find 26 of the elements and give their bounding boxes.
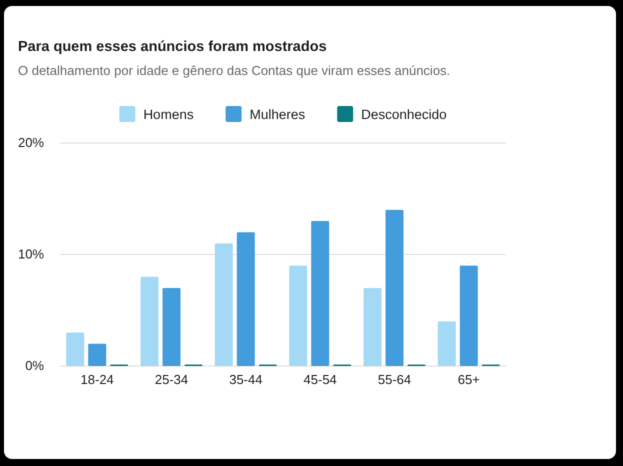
bar: [386, 210, 404, 366]
y-tick-label: 0%: [25, 358, 44, 374]
bar: [460, 266, 478, 366]
y-tick-label: 10%: [18, 246, 44, 262]
chart-title: Para quem esses anúncios foram mostrados: [18, 39, 327, 55]
bar: [236, 232, 255, 366]
chart-subtitle: O detalhamento por idade e gênero das Contas que viram esses anúncios.: [18, 63, 450, 78]
legend-label: Desconhecido: [361, 107, 447, 122]
bar: [214, 243, 233, 366]
bar: [140, 276, 158, 366]
y-tick-label: 20%: [18, 135, 44, 150]
bar: [66, 332, 84, 366]
bar: [88, 344, 106, 366]
x-tick-label: 65+: [458, 372, 480, 388]
bar: [162, 288, 180, 366]
x-tick-label: 55-64: [378, 372, 412, 388]
bar: [289, 266, 308, 366]
bar: [311, 221, 330, 366]
x-tick-label: 45-54: [304, 372, 337, 388]
bar: [438, 321, 456, 366]
legend-label: Homens: [143, 107, 194, 122]
x-tick-label: 18-24: [80, 372, 114, 388]
x-tick-label: 25-34: [154, 372, 188, 388]
x-tick-label: 35-44: [229, 372, 262, 388]
bar: [364, 288, 382, 366]
legend-label: Mulheres: [250, 107, 306, 122]
